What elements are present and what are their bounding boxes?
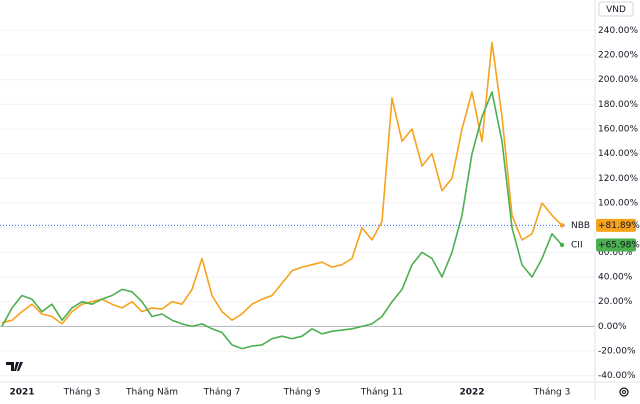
y-tick-label: 120.00% bbox=[598, 174, 638, 184]
last-point bbox=[559, 223, 565, 228]
x-tick-label: Tháng 7 bbox=[203, 388, 241, 398]
currency[interactable]: VND bbox=[606, 5, 626, 15]
y-tick-label: 20.00% bbox=[598, 297, 633, 307]
y-tick-label: 140.00% bbox=[598, 149, 638, 159]
x-tick-label: Tháng 9 bbox=[283, 388, 321, 398]
y-tick-label: 40.00% bbox=[598, 273, 633, 283]
y-tick-label: 180.00% bbox=[598, 100, 638, 110]
x-tick-label: 2022 bbox=[459, 388, 484, 398]
last-value-label: +81.89% bbox=[598, 221, 640, 231]
last-point bbox=[559, 242, 565, 248]
series-name-tag bbox=[566, 238, 596, 252]
y-tick-label: 160.00% bbox=[598, 124, 638, 134]
x-tick-label: Tháng 3 bbox=[533, 388, 571, 398]
tv-logo bbox=[6, 362, 23, 371]
y-tick-label: 100.00% bbox=[598, 199, 638, 209]
x-tick-label: 2021 bbox=[9, 388, 34, 398]
y-tick-label: -20.00% bbox=[598, 347, 636, 357]
currency-box[interactable] bbox=[598, 1, 634, 17]
last-value-tag bbox=[596, 238, 636, 252]
y-tick-label: 220.00% bbox=[598, 50, 638, 60]
y-tick-label: 200.00% bbox=[598, 75, 638, 85]
x-tick-label: Tháng Năm bbox=[125, 388, 178, 398]
settings-icon[interactable] bbox=[619, 387, 629, 397]
x-tick-label: Tháng 3 bbox=[63, 388, 101, 398]
series-name: CII bbox=[571, 240, 583, 250]
y-tick-label: -40.00% bbox=[598, 371, 636, 381]
y-tick-label: 60.00% bbox=[598, 248, 633, 258]
series-name: NBB bbox=[571, 221, 590, 231]
y-tick-label: 240.00% bbox=[598, 26, 638, 36]
series-name-tag bbox=[566, 218, 596, 232]
x-tick-label: Tháng 11 bbox=[360, 388, 403, 398]
series-line bbox=[1, 41, 563, 325]
last-value-tag bbox=[596, 218, 636, 232]
last-value-label: +65.98% bbox=[598, 240, 640, 250]
y-tick-label: 0.00% bbox=[598, 322, 627, 332]
series-line bbox=[1, 91, 563, 350]
